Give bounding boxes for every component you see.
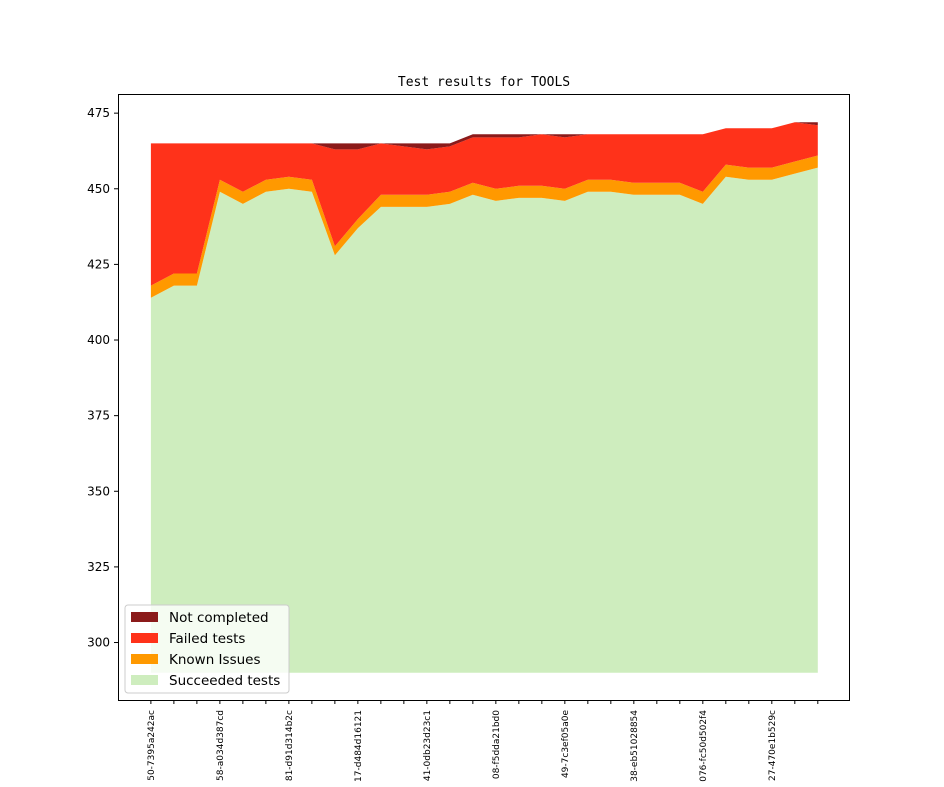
- y-tick-label: 425: [87, 257, 110, 271]
- y-tick-label: 300: [87, 636, 110, 650]
- legend-swatch: [131, 612, 158, 622]
- x-tick-label: 17-d484d16121: [354, 710, 364, 782]
- legend-label: Known Issues: [169, 652, 261, 668]
- y-tick-label: 325: [87, 560, 110, 574]
- x-tick-label: 49-7c3ef05a0e: [561, 710, 571, 778]
- legend: Not completed Failed tests Known Issues Suc…: [124, 604, 290, 694]
- area-failed-tests: [150, 122, 818, 286]
- y-tick-label: 375: [87, 409, 110, 423]
- area-succeeded-tests: [150, 167, 818, 673]
- legend-swatch: [131, 675, 158, 685]
- x-tick-label: 58-a034d387cd: [216, 710, 226, 781]
- x-tick-label: 41-0db23d23c1: [423, 710, 433, 781]
- legend-label: Failed tests: [169, 631, 245, 647]
- area-known-issues: [150, 155, 818, 298]
- x-axis: 50-7395a242ac 58-a034d387cd 81-d91d314b2c 1…: [147, 700, 819, 782]
- x-tick-label: 38-eb51028854: [630, 710, 640, 782]
- y-tick-label: 475: [87, 106, 110, 120]
- legend-label: Succeeded tests: [169, 673, 280, 689]
- y-tick-label: 350: [87, 484, 110, 498]
- x-tick-label: 27-470e1b529c: [768, 710, 778, 781]
- x-tick-label: 50-7395a242ac: [147, 710, 157, 781]
- y-tick-label: 450: [87, 182, 110, 196]
- x-tick-label: 08-f5dda21bd0: [492, 710, 502, 779]
- areas: [150, 122, 818, 673]
- legend-label: Not completed: [169, 610, 269, 626]
- x-tick-label: 81-d91d314b2c: [285, 710, 295, 781]
- plot-frame: [118, 94, 850, 701]
- area-not-completed: [150, 122, 818, 150]
- chart-title: Test results for TOOLS: [398, 75, 570, 90]
- legend-swatch: [131, 654, 158, 664]
- y-tick-label: 400: [87, 333, 110, 347]
- legend-box: [124, 604, 290, 694]
- legend-swatch: [131, 633, 158, 643]
- x-tick-label: 076-fc50d502f4: [699, 710, 709, 782]
- y-axis: 300 325 350 375 400 425 450 475: [87, 106, 118, 650]
